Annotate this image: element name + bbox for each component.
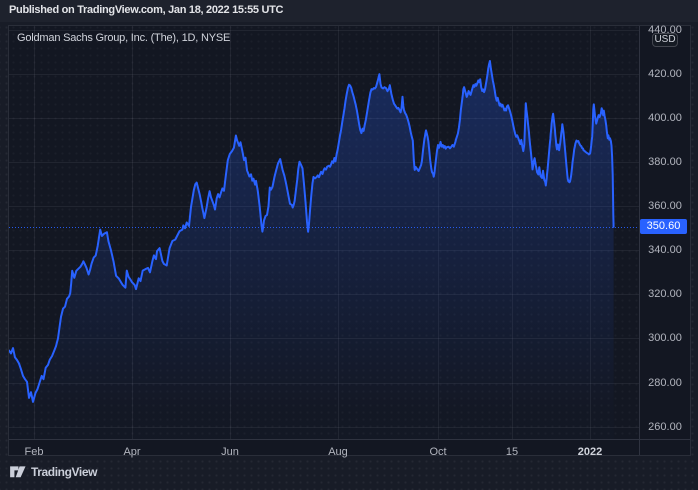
time-scale-label: Apr bbox=[123, 446, 141, 458]
price-scale-label: 340.00 bbox=[648, 244, 682, 257]
chart-panel: Goldman Sachs Group, Inc. (The), 1D, NYS… bbox=[8, 23, 691, 458]
last-price-badge: 350.60 bbox=[640, 219, 687, 235]
price-scale-label: 360.00 bbox=[648, 200, 682, 213]
tradingview-logo-icon bbox=[10, 466, 26, 478]
currency-badge[interactable]: USD bbox=[652, 33, 678, 47]
time-scale-label: Feb bbox=[24, 446, 44, 458]
chart-legend[interactable]: Goldman Sachs Group, Inc. (The), 1D, NYS… bbox=[17, 32, 231, 44]
price-scale-label: 400.00 bbox=[648, 112, 682, 125]
time-scale-label: Oct bbox=[429, 446, 447, 458]
footer: TradingView bbox=[10, 463, 97, 481]
price-scale-label: 320.00 bbox=[648, 288, 682, 301]
price-chart[interactable] bbox=[9, 26, 690, 455]
price-scale-label: 300.00 bbox=[648, 332, 682, 345]
price-scale-label: 280.00 bbox=[648, 376, 682, 389]
price-scale-label: 380.00 bbox=[648, 156, 682, 169]
price-scale-label: 420.00 bbox=[648, 68, 682, 80]
price-scale-label: 260.00 bbox=[648, 420, 682, 433]
tradingview-brand-text: TradingView bbox=[31, 465, 98, 479]
time-scale-label: 2022 bbox=[577, 446, 603, 458]
publish-info-bar: Published on TradingView.com, Jan 18, 20… bbox=[0, 0, 698, 22]
price-scale-label: 440.00 bbox=[648, 23, 682, 36]
time-scale-label: Jun bbox=[221, 446, 239, 458]
time-scale-label: Aug bbox=[328, 446, 348, 458]
publish-info-text: Published on TradingView.com, Jan 18, 20… bbox=[9, 4, 284, 16]
time-scale-label: 15 bbox=[505, 446, 519, 458]
